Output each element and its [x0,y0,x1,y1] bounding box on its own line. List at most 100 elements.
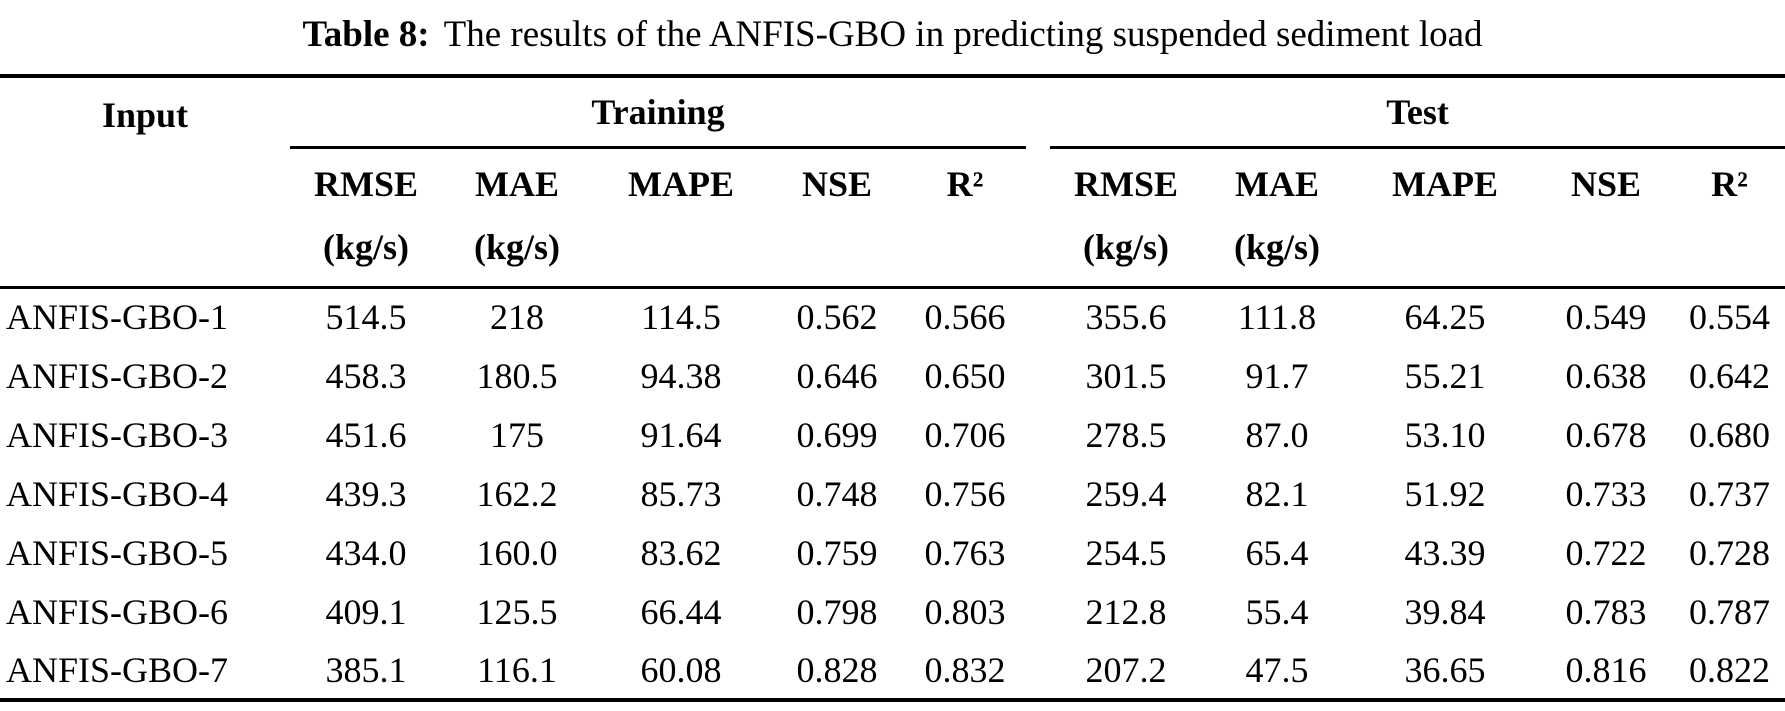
unit-training-rmse: (kg/s) [322,227,409,268]
table-row: ANFIS-GBO-5 434.0 160.0 83.62 0.759 0.763 254.… [0,523,1785,582]
row-label: ANFIS-GBO-7 [6,649,229,690]
cell-training-4: 0.763 [924,532,1006,573]
unit-test-mape [1352,209,1538,287]
cell-test-1: 87.0 [1245,414,1309,455]
unit-training-r2 [904,209,1026,287]
cell-test-2: 36.65 [1404,649,1486,690]
cell-training-3: 0.699 [796,414,878,455]
cell-test-0: 254.5 [1085,532,1167,573]
cell-test-3: 0.549 [1538,285,1675,346]
table-row: ANFIS-GBO-3 451.6 175 91.64 0.699 0.706 278.5 8… [0,405,1785,464]
cell-training-1: 160.0 [476,532,558,573]
cell-test-4: 0.822 [1689,649,1771,690]
metric-header-row: RMSE MAE MAPE NSE R² RMSE MAE MAPE NSE R… [0,147,1785,209]
column-header-training-nse: NSE [801,163,873,204]
cell-training-4: 0.803 [924,591,1006,632]
cell-training-4: 0.566 [904,285,1027,346]
group-gap-cell [1026,523,1050,582]
cell-test-2: 43.39 [1404,532,1486,573]
row-label: ANFIS-GBO-1 [0,285,290,346]
cell-test-4: 0.554 [1674,285,1785,346]
cell-test-0: 301.5 [1085,355,1167,396]
cell-test-4: 0.787 [1689,591,1771,632]
group-header-row: Input Training Test [0,76,1785,149]
cell-test-1: 91.7 [1245,355,1309,396]
cell-test-0: 355.6 [1050,285,1203,346]
units-header-row: (kg/s) (kg/s) (kg/s) (kg/s) [0,209,1785,287]
table-row: ANFIS-GBO-1 514.5 218 114.5 0.562 0.566 355.6 1… [0,285,1785,346]
column-header-test-mae: MAE [1235,163,1320,204]
column-header-training-r2: R² [946,163,984,204]
cell-test-2: 39.84 [1404,591,1486,632]
cell-test-3: 0.722 [1565,532,1647,573]
cell-test-1: 47.5 [1245,649,1309,690]
cell-training-2: 114.5 [592,285,770,346]
cell-test-3: 0.678 [1565,414,1647,455]
cell-training-1: 180.5 [476,355,558,396]
cell-test-3: 0.783 [1565,591,1647,632]
table-caption: Table 8: The results of the ANFIS-GBO in … [0,0,1785,74]
unit-training-nse [770,209,904,287]
table-row: ANFIS-GBO-4 439.3 162.2 85.73 0.748 0.756 259.… [0,464,1785,523]
column-header-training-mape: MAPE [628,163,734,204]
cell-test-1: 55.4 [1245,591,1309,632]
cell-training-1: 162.2 [476,473,558,514]
group-gap [1026,76,1050,287]
cell-test-3: 0.638 [1565,355,1647,396]
cell-training-3: 0.759 [796,532,878,573]
cell-training-1: 125.5 [476,591,558,632]
cell-training-0: 514.5 [290,285,442,346]
cell-training-4: 0.706 [924,414,1006,455]
cell-test-2: 53.10 [1404,414,1486,455]
cell-training-2: 66.44 [640,591,722,632]
group-header-test: Test [1050,76,1785,149]
cell-training-4: 0.650 [924,355,1006,396]
cell-training-0: 451.6 [325,414,407,455]
cell-training-3: 0.798 [796,591,878,632]
table-caption-number: Table 8: [302,14,430,55]
cell-training-3: 0.828 [796,649,878,690]
group-gap-cell [1026,641,1050,700]
table-row: ANFIS-GBO-7 385.1 116.1 60.08 0.828 0.832 207.… [0,641,1785,700]
cell-training-3: 0.562 [770,285,904,346]
cell-test-4: 0.680 [1689,414,1771,455]
cell-training-0: 434.0 [325,532,407,573]
column-header-test-nse: NSE [1571,163,1642,204]
unit-training-mae: (kg/s) [473,227,560,268]
cell-training-1: 175 [490,414,544,455]
cell-test-1: 82.1 [1245,473,1309,514]
unit-test-rmse: (kg/s) [1083,227,1170,268]
cell-training-0: 409.1 [325,591,407,632]
cell-training-2: 94.38 [640,355,722,396]
cell-test-0: 212.8 [1085,591,1167,632]
group-gap-cell [1026,285,1051,346]
column-header-test-mape: MAPE [1392,163,1498,204]
group-gap-cell [1026,405,1050,464]
cell-test-1: 65.4 [1245,532,1309,573]
cell-training-2: 91.64 [640,414,722,455]
cell-test-2: 64.25 [1352,285,1539,346]
cell-training-2: 83.62 [640,532,722,573]
unit-test-mae: (kg/s) [1234,227,1321,268]
cell-training-3: 0.646 [796,355,878,396]
cell-test-4: 0.642 [1689,355,1771,396]
cell-training-3: 0.748 [796,473,878,514]
group-gap-cell [1026,346,1050,405]
cell-training-4: 0.756 [924,473,1006,514]
row-label: ANFIS-GBO-6 [6,591,229,632]
cell-training-2: 85.73 [640,473,722,514]
table-row: ANFIS-GBO-6 409.1 125.5 66.44 0.798 0.803 212.… [0,582,1785,641]
row-label: ANFIS-GBO-2 [6,355,229,396]
cell-test-3: 0.733 [1565,473,1647,514]
cell-training-2: 60.08 [640,649,722,690]
cell-test-4: 0.728 [1689,532,1771,573]
cell-test-0: 259.4 [1085,473,1167,514]
group-header-training: Training [290,76,1027,149]
column-header-input: Input [101,95,189,135]
group-gap-cell [1026,582,1050,641]
unit-test-nse [1538,209,1674,287]
column-header-training-mae: MAE [475,163,559,204]
cell-training-1: 218 [442,285,592,346]
group-gap-cell [1026,464,1050,523]
